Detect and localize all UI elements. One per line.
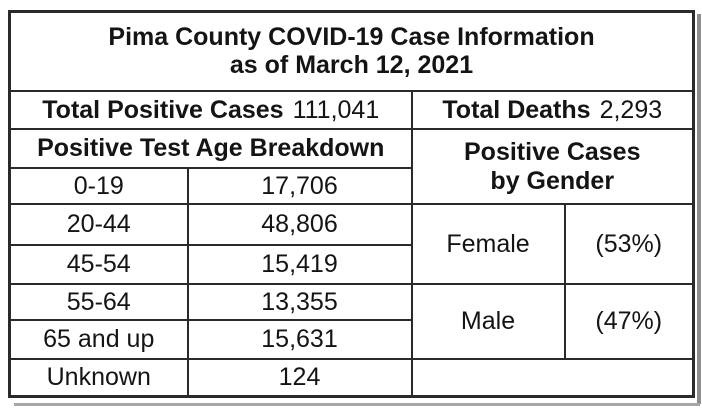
- age-breakdown-header-row: Positive Test Age Breakdown Positive Cas…: [8, 128, 695, 206]
- total-deaths-value: 2,293: [599, 95, 663, 124]
- gender-female-label: Female: [410, 203, 566, 285]
- age-row-20-44: 20-44 48,806 Female (53%): [8, 203, 695, 285]
- totals-row: Total Positive Cases 111,041 Total Deaths…: [8, 89, 695, 131]
- empty-cell: [410, 357, 695, 398]
- title-line-1: Pima County COVID-19 Case Information: [108, 22, 595, 51]
- total-positive-cases-value: 111,041: [292, 95, 380, 124]
- total-deaths-cell: Total Deaths 2,293: [410, 89, 695, 131]
- age-label: 0-19: [8, 167, 189, 206]
- age-row-0-19: 0-19 17,706: [8, 167, 694, 206]
- gender-header-line-1: Positive Cases: [464, 138, 641, 167]
- age-label: 55-64: [8, 282, 189, 322]
- covid-info-table: Pima County COVID-19 Case Information as…: [8, 10, 696, 398]
- age-label: 45-54: [8, 244, 189, 285]
- total-positive-cases-cell: Total Positive Cases 111,041: [8, 89, 413, 131]
- age-row-unknown: Unknown 124: [8, 357, 695, 398]
- age-row-55-64: 55-64 13,355 Male (47%): [8, 282, 695, 360]
- age-row-45-54: 45-54 15,419: [8, 244, 694, 285]
- gender-female-value: (53%): [563, 203, 695, 285]
- age-count: 15,419: [186, 244, 413, 285]
- age-breakdown-header: Positive Test Age Breakdown: [8, 128, 413, 170]
- title-row: Pima County COVID-19 Case Information as…: [8, 10, 695, 92]
- gender-header-line-2: by Gender: [490, 166, 615, 195]
- page-shadow-right: [697, 14, 701, 404]
- total-deaths-label: Total Deaths: [442, 95, 591, 124]
- total-positive-cases-label: Total Positive Cases: [42, 95, 284, 124]
- age-label: Unknown: [8, 357, 189, 398]
- covid-table: Pima County COVID-19 Case Information as…: [8, 10, 696, 398]
- gender-male-label: Male: [410, 282, 566, 360]
- age-count: 17,706: [186, 167, 413, 206]
- title-line-2: as of March 12, 2021: [229, 51, 474, 80]
- age-count: 124: [186, 357, 413, 398]
- age-count: 48,806: [186, 203, 413, 247]
- age-count: 13,355: [186, 282, 413, 322]
- age-label: 65 and up: [8, 319, 189, 360]
- table-title: Pima County COVID-19 Case Information as…: [8, 10, 695, 92]
- age-row-65-up: 65 and up 15,631: [8, 319, 694, 360]
- age-label: 20-44: [8, 203, 189, 247]
- gender-male-value: (47%): [563, 282, 695, 360]
- gender-header: Positive Cases by Gender: [410, 128, 695, 206]
- page-shadow-bottom: [14, 403, 700, 406]
- age-count: 15,631: [186, 319, 413, 360]
